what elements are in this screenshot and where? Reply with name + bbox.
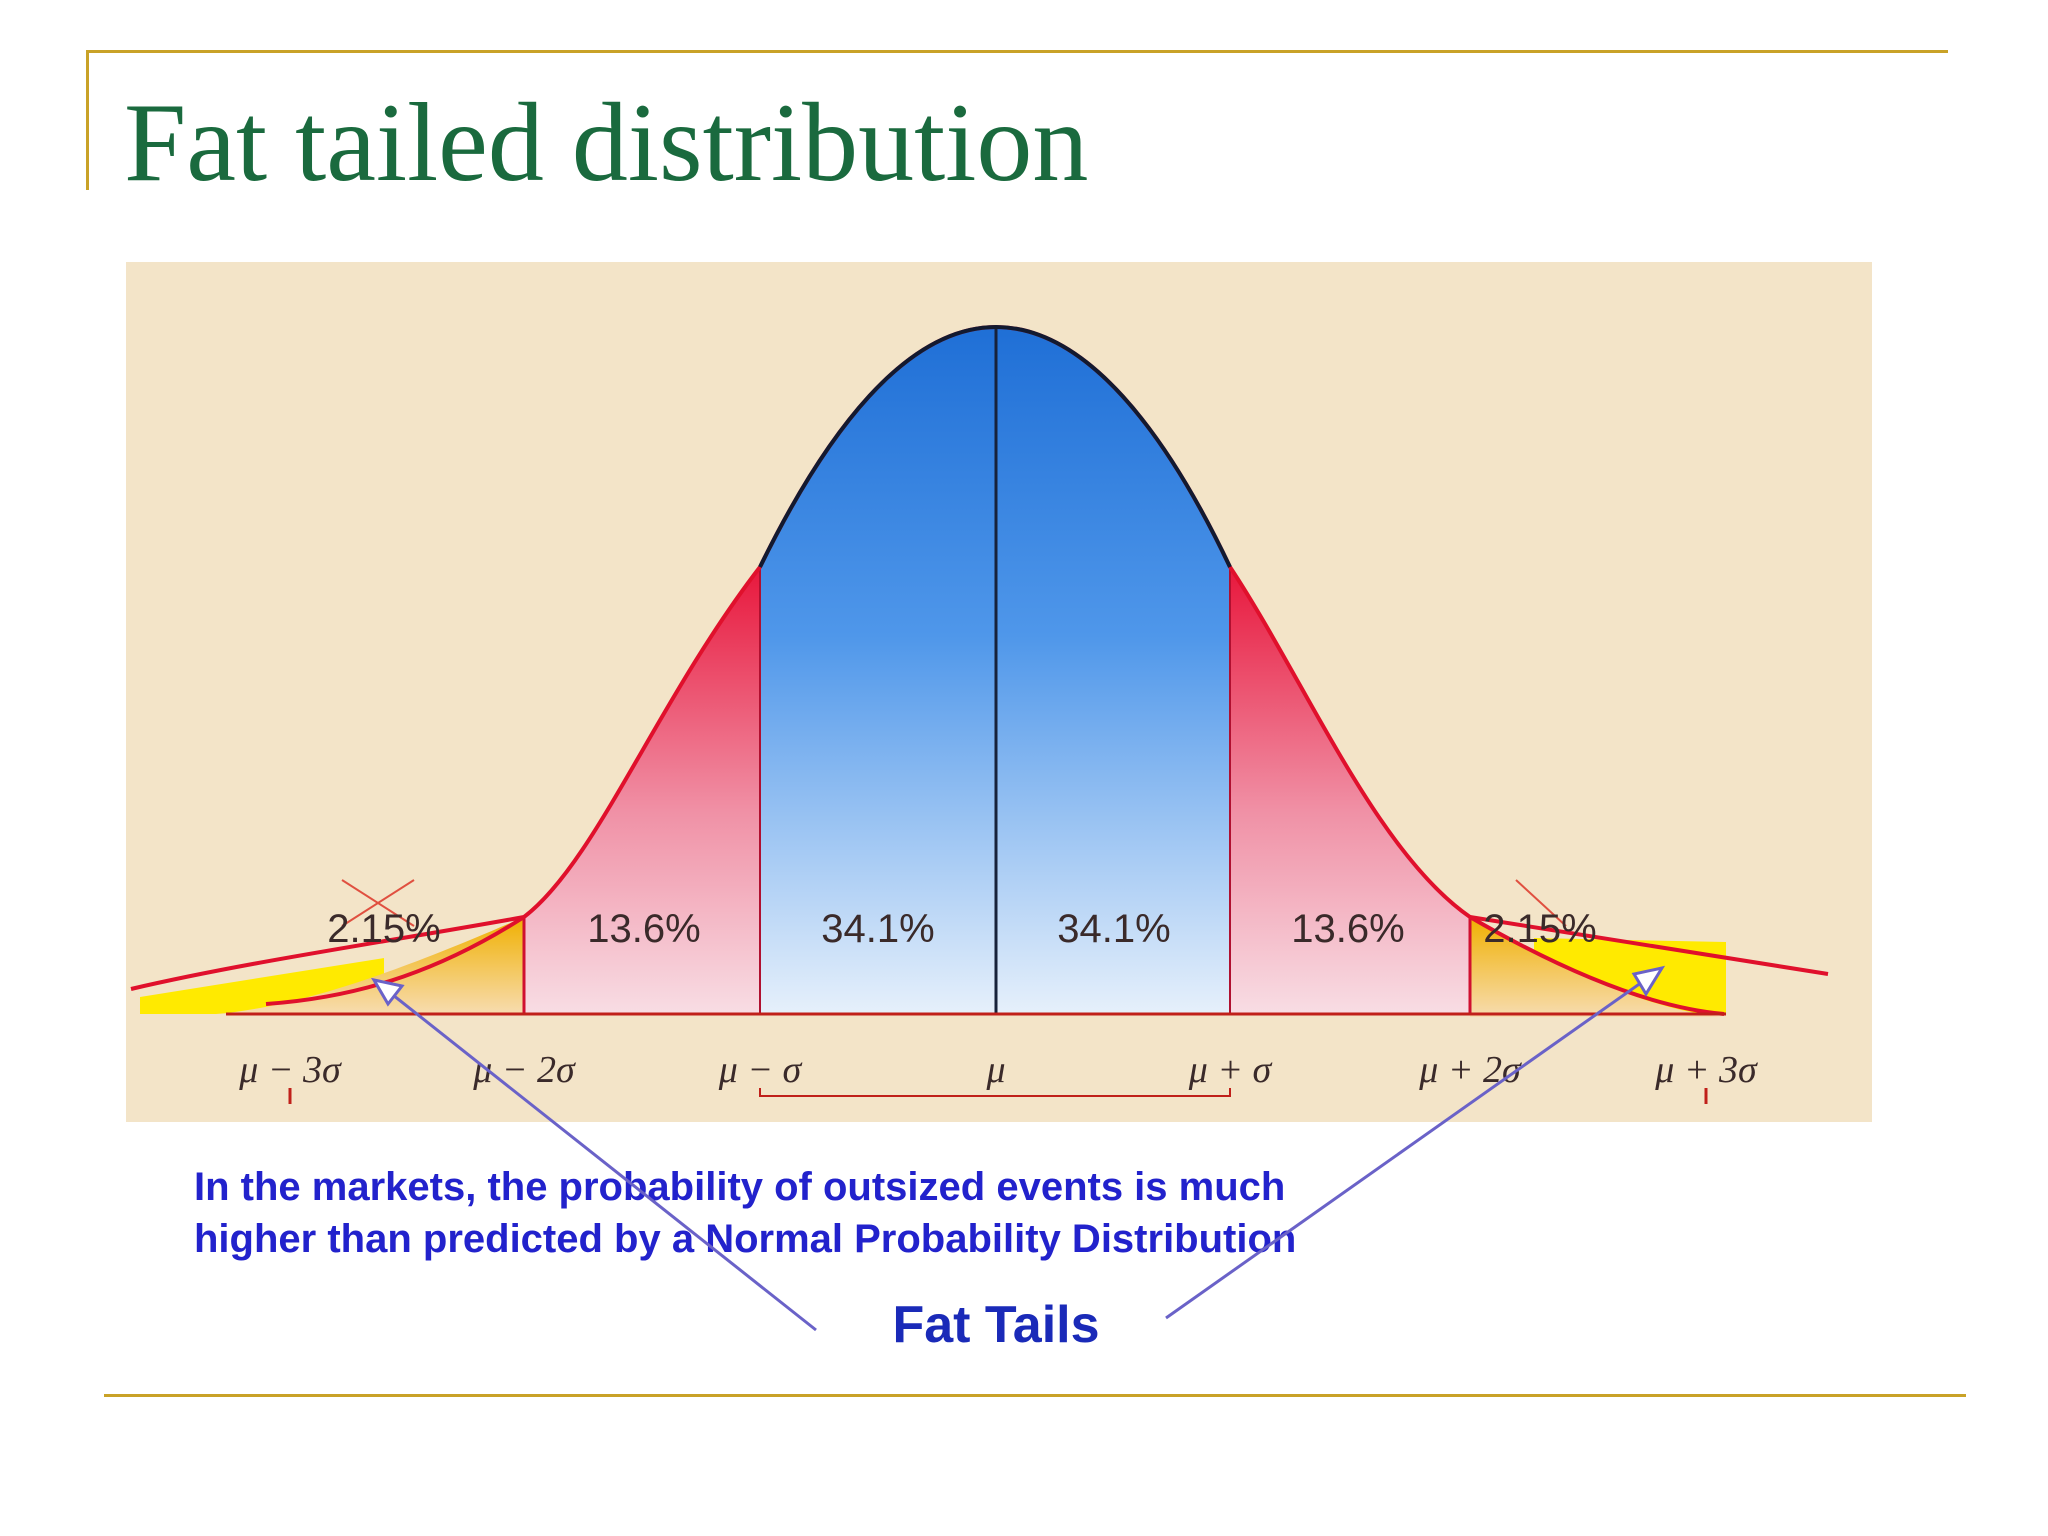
arrow-left-head xyxy=(370,977,405,1007)
left-cross-mark-2 xyxy=(341,879,415,927)
note-line-1: In the markets, the probability of outsi… xyxy=(194,1165,1285,1209)
percent-label: 13.6% xyxy=(587,907,700,951)
percent-label: 2.15% xyxy=(1483,907,1596,951)
left-fat-tail-line xyxy=(130,915,525,991)
percent-label: 13.6% xyxy=(1291,907,1404,951)
right-tail-region xyxy=(1470,917,1724,1017)
axis-label: μ xyxy=(985,1049,1005,1091)
axis-label: μ + 2σ xyxy=(1418,1049,1522,1091)
arrow-right-line xyxy=(1165,966,1663,1320)
axis-label: μ + 3σ xyxy=(1654,1049,1758,1091)
bottom-rule xyxy=(104,1394,1966,1397)
top-rule xyxy=(86,50,1948,53)
curve-peak-outline xyxy=(758,324,1232,568)
right-fat-tail-line xyxy=(1469,915,1829,976)
note-background xyxy=(126,1122,1872,1374)
note-line-2: higher than predicted by a Normal Probab… xyxy=(194,1217,1296,1261)
percent-label: 34.1% xyxy=(1057,907,1170,951)
right-cross-mark xyxy=(1515,879,1567,927)
axis-label: μ + σ xyxy=(1188,1049,1273,1091)
sigma-bracket xyxy=(759,1088,1231,1097)
distribution-graphic: 2.15% 13.6% 34.1% 34.1% 13.6% 2.15% μ − … xyxy=(126,262,1872,1374)
fat-tails-callout: Fat Tails xyxy=(892,1296,1099,1354)
fat-tail-diagram: 2.15% 13.6% 34.1% 34.1% 13.6% 2.15% μ − … xyxy=(126,262,1872,1374)
left-side-region xyxy=(524,567,760,1014)
left-tail-region xyxy=(216,917,524,1014)
axis-label: μ − 3σ xyxy=(238,1049,342,1091)
percent-label: 2.15% xyxy=(327,907,440,951)
arrow-left-line xyxy=(373,978,817,1332)
left-rule xyxy=(86,50,89,190)
slide-title: Fat tailed distribution xyxy=(124,81,1089,205)
right-side-region xyxy=(1230,567,1470,1014)
percent-label: 34.1% xyxy=(821,907,934,951)
axis-label: μ − σ xyxy=(718,1049,803,1091)
arrow-right-head xyxy=(1631,965,1666,997)
